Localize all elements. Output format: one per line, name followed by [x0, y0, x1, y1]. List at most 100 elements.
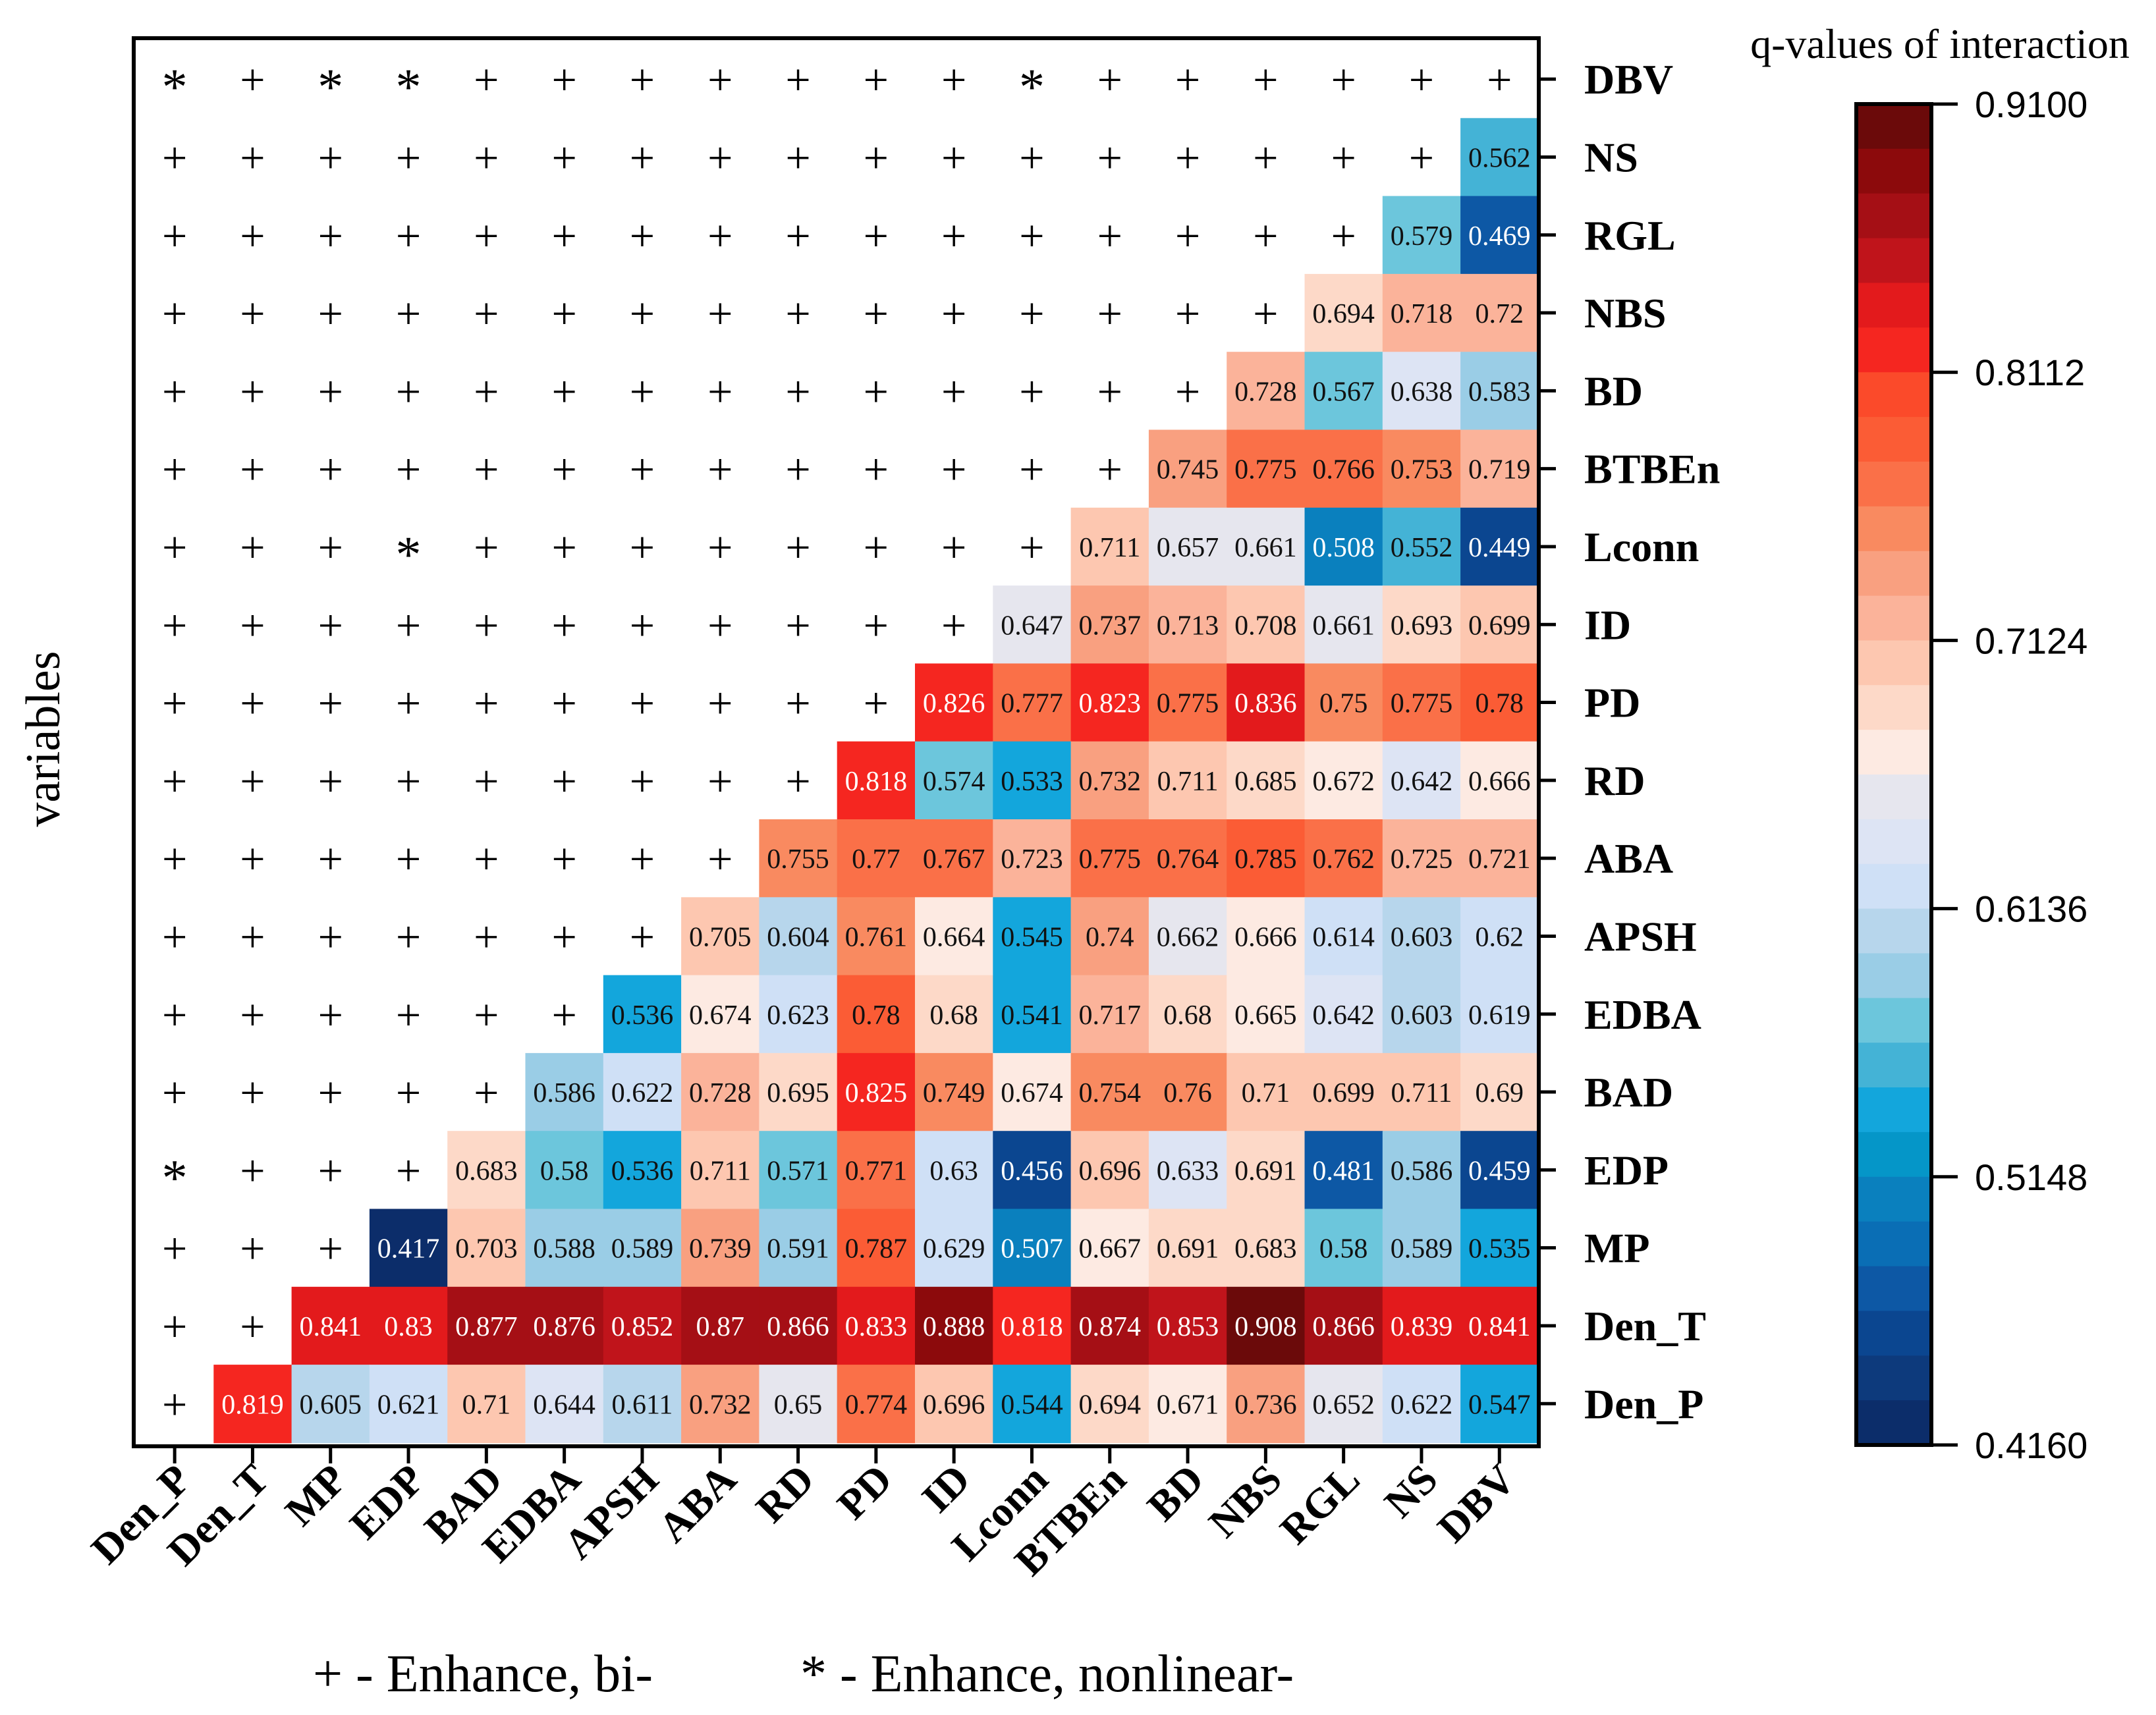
heatmap-cell	[1148, 1209, 1228, 1288]
heatmap-cell	[837, 1286, 916, 1366]
cell-value-label: 0.785	[1234, 844, 1297, 875]
heatmap-cell	[603, 1131, 682, 1210]
cell-value-label: 0.77	[852, 844, 900, 875]
bi-enhance-marker: +	[707, 756, 732, 806]
cell-value-label: 0.721	[1468, 844, 1531, 875]
heatmap-cell	[447, 1131, 526, 1210]
colorbar-tick-label: 0.6136	[1975, 888, 2087, 930]
heatmap-cell	[1382, 1286, 1462, 1366]
bi-enhance-marker: +	[318, 288, 343, 339]
row-label: DBV	[1584, 56, 1673, 103]
cell-value-label: 0.536	[611, 1000, 674, 1031]
heatmap-cell	[993, 975, 1072, 1054]
heatmap-cell	[759, 975, 838, 1054]
heatmap-cell	[1227, 1131, 1306, 1210]
bi-enhance-marker: +	[396, 990, 421, 1040]
cell-value-label: 0.666	[1468, 767, 1531, 797]
cell-value-label: 0.674	[689, 1000, 752, 1031]
colorbar-band	[1856, 863, 1931, 910]
bi-enhance-marker: +	[162, 132, 187, 182]
bi-enhance-marker: +	[162, 756, 187, 806]
bi-enhance-marker: +	[1175, 366, 1200, 416]
cell-value-label: 0.671	[1157, 1390, 1219, 1420]
heatmap-cell	[1460, 1209, 1539, 1288]
colorbar-band	[1856, 148, 1931, 194]
heatmap-cell	[837, 741, 916, 820]
cell-value-label: 0.767	[923, 844, 985, 875]
bi-enhance-marker: +	[785, 288, 810, 339]
cell-value-label: 0.694	[1312, 299, 1375, 329]
cell-value-label: 0.775	[1079, 844, 1142, 875]
cell-value-label: 0.825	[845, 1078, 908, 1108]
bi-enhance-marker: +	[162, 1224, 187, 1274]
heatmap-cell	[681, 1365, 760, 1444]
cell-value-label: 0.552	[1391, 533, 1453, 563]
bi-enhance-marker: +	[1097, 55, 1122, 105]
colorbar-band	[1856, 372, 1931, 418]
bi-enhance-marker: +	[1253, 132, 1278, 182]
cell-value-label: 0.836	[1234, 689, 1297, 719]
heatmap-cell	[915, 1131, 994, 1210]
bi-enhance-marker: +	[864, 678, 889, 728]
row-label: Den_P	[1584, 1380, 1703, 1427]
heatmap-cell	[837, 975, 916, 1054]
heatmap-cell	[1070, 897, 1149, 976]
bi-enhance-marker: +	[162, 445, 187, 495]
bi-enhance-marker: +	[396, 366, 421, 416]
bi-enhance-marker: +	[1019, 445, 1044, 495]
bi-enhance-marker: +	[707, 366, 732, 416]
bi-enhance-marker: +	[551, 132, 576, 182]
bi-enhance-marker: +	[240, 1301, 265, 1351]
bi-enhance-marker: +	[941, 366, 966, 416]
cell-value-label: 0.685	[1234, 767, 1297, 797]
heatmap-cell	[369, 1365, 449, 1444]
heatmap-cell	[915, 897, 994, 976]
heatmap-cell	[447, 1365, 526, 1444]
cell-value-label: 0.755	[767, 844, 829, 875]
cell-value-label: 0.664	[923, 922, 985, 952]
bi-enhance-marker: +	[240, 600, 265, 650]
colorbar-band	[1856, 1355, 1931, 1402]
bi-enhance-marker: +	[474, 132, 499, 182]
bi-enhance-marker: +	[474, 600, 499, 650]
bi-enhance-marker: +	[162, 1068, 187, 1118]
cell-value-label: 0.732	[689, 1390, 752, 1420]
cell-value-label: 0.661	[1234, 533, 1297, 563]
heatmap-cell	[681, 1209, 760, 1288]
cell-value-label: 0.536	[611, 1156, 674, 1186]
heatmap-cell	[1460, 196, 1539, 275]
bi-enhance-marker: +	[551, 445, 576, 495]
heatmap-cell	[1460, 507, 1539, 587]
cell-value-label: 0.589	[1391, 1234, 1453, 1265]
bi-enhance-marker: +	[474, 55, 499, 105]
cell-value-label: 0.713	[1157, 611, 1219, 641]
colorbar-band	[1856, 953, 1931, 999]
bi-enhance-marker: +	[162, 834, 187, 884]
heatmap-cell	[915, 1052, 994, 1132]
heatmap-cell	[1227, 741, 1306, 820]
heatmap-cell	[1460, 352, 1539, 431]
cell-value-label: 0.545	[1001, 922, 1063, 952]
bi-enhance-marker: +	[630, 132, 655, 182]
bi-enhance-marker: +	[707, 445, 732, 495]
bi-enhance-marker: +	[162, 522, 187, 572]
cell-value-label: 0.58	[540, 1156, 589, 1186]
column-label: MP	[276, 1456, 356, 1535]
bi-enhance-marker: +	[551, 990, 576, 1040]
heatmap-cell	[1148, 585, 1228, 665]
cell-value-label: 0.874	[1079, 1312, 1142, 1342]
bi-enhance-marker: +	[318, 678, 343, 728]
heatmap-cell	[1227, 1209, 1306, 1288]
heatmap-cell	[759, 1209, 838, 1288]
heatmap-cell	[915, 1286, 994, 1366]
cell-value-label: 0.661	[1312, 611, 1375, 641]
legend-plus: + - Enhance, bi-	[313, 1645, 653, 1703]
cell-value-label: 0.469	[1468, 221, 1531, 252]
heatmap-cell	[915, 663, 994, 742]
cell-value-label: 0.708	[1234, 611, 1297, 641]
cell-value-label: 0.745	[1157, 455, 1219, 485]
bi-enhance-marker: +	[240, 445, 265, 495]
heatmap-cell	[837, 1052, 916, 1132]
cell-value-label: 0.699	[1312, 1078, 1375, 1108]
heatmap-cell	[1382, 507, 1462, 587]
